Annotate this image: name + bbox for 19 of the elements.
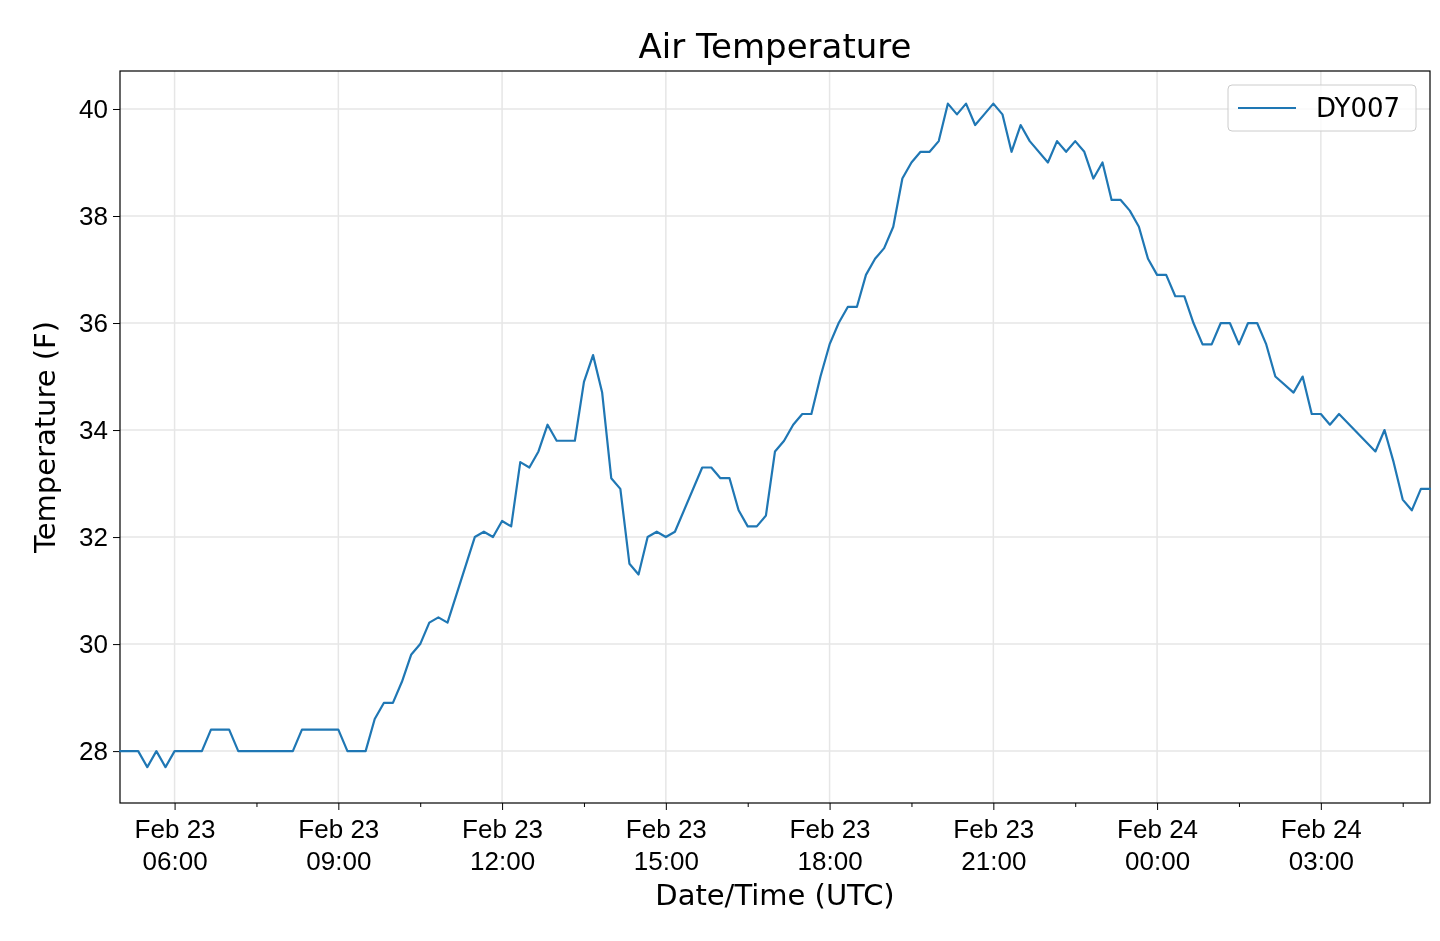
x-tick-label: Feb 23 18:00 (789, 814, 871, 876)
y-tick-label: 32 (79, 521, 108, 552)
y-tick-label: 38 (79, 200, 108, 231)
x-tick-label: Feb 23 21:00 (953, 814, 1035, 876)
x-tick-label: Feb 24 03:00 (1280, 814, 1362, 876)
y-axis-title: Temperature (F) (28, 320, 62, 555)
chart-title: Air Temperature (638, 26, 912, 66)
x-tick-label: Feb 23 06:00 (134, 814, 216, 876)
x-tick-label: Feb 23 12:00 (462, 814, 544, 876)
y-tick-label: 30 (79, 628, 108, 659)
x-tick-label: Feb 24 00:00 (1117, 814, 1199, 876)
legend-label: DY007 (1316, 93, 1401, 123)
x-tick-label: Feb 23 15:00 (625, 814, 707, 876)
y-tick-label: 28 (79, 735, 108, 766)
y-tick-label: 40 (79, 93, 108, 124)
x-tick-label: Feb 23 09:00 (298, 814, 380, 876)
y-tick-label: 34 (79, 414, 108, 445)
x-axis-title: Date/Time (UTC) (655, 878, 895, 912)
y-tick-label: 36 (79, 307, 108, 338)
